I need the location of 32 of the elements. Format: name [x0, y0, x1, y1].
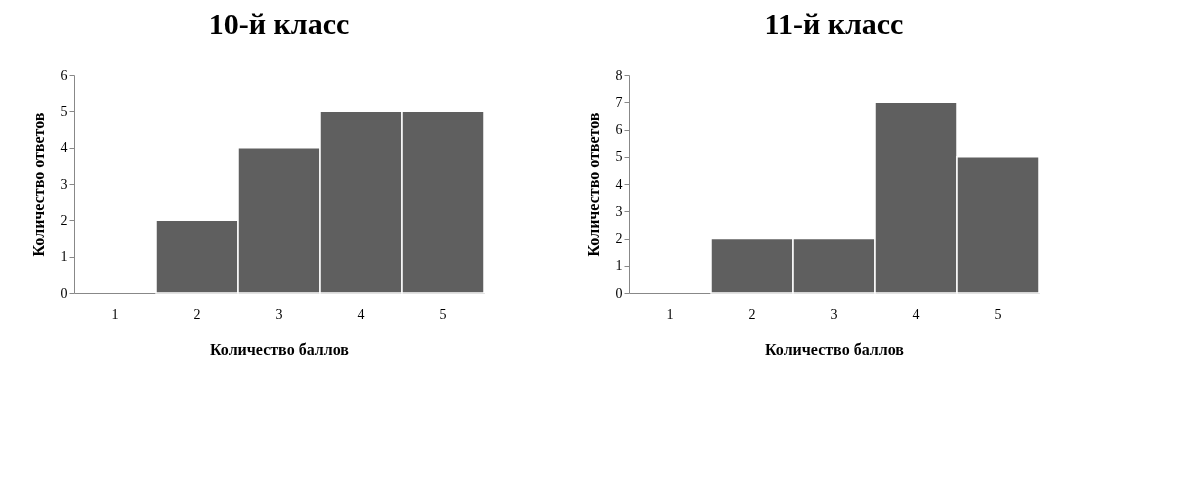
y-tick-label: 3 [615, 203, 623, 219]
x-tick-label: 5 [994, 306, 1002, 322]
y-tick-label: 1 [60, 249, 68, 265]
x-tick-label: 4 [357, 306, 365, 322]
x-tick-label: 1 [666, 306, 674, 322]
y-tick-label: 5 [60, 103, 68, 119]
y-tick-label: 1 [615, 258, 623, 274]
y-tick-label: 4 [60, 140, 68, 156]
chart-title: 10-й класс [208, 7, 350, 40]
x-tick-label: 4 [912, 306, 920, 322]
x-axis-title: Количество баллов [765, 340, 905, 358]
y-tick-label: 0 [60, 285, 68, 301]
y-tick-label: 8 [615, 67, 623, 83]
x-axis-title: Количество баллов [210, 340, 350, 358]
y-tick-label: 6 [60, 67, 68, 83]
y-tick-label: 4 [615, 176, 623, 192]
x-tick-label: 3 [830, 306, 838, 322]
y-axis-title: Количество ответов [584, 112, 602, 257]
y-axis-title: Количество ответов [29, 112, 47, 257]
y-tick-label: 2 [615, 231, 623, 246]
chart-title: 11-й класс [764, 7, 904, 40]
y-tick-label: 0 [615, 285, 623, 301]
x-tick-label: 2 [748, 306, 756, 322]
y-tick-label: 3 [60, 176, 68, 192]
x-tick-label: 5 [439, 306, 447, 322]
x-tick-label: 2 [193, 306, 201, 322]
y-tick-label: 2 [60, 212, 68, 228]
y-tick-label: 6 [615, 122, 623, 137]
y-tick-label: 7 [615, 94, 623, 110]
x-tick-label: 3 [275, 306, 283, 322]
x-tick-label: 1 [111, 306, 119, 322]
y-tick-label: 5 [615, 149, 623, 165]
